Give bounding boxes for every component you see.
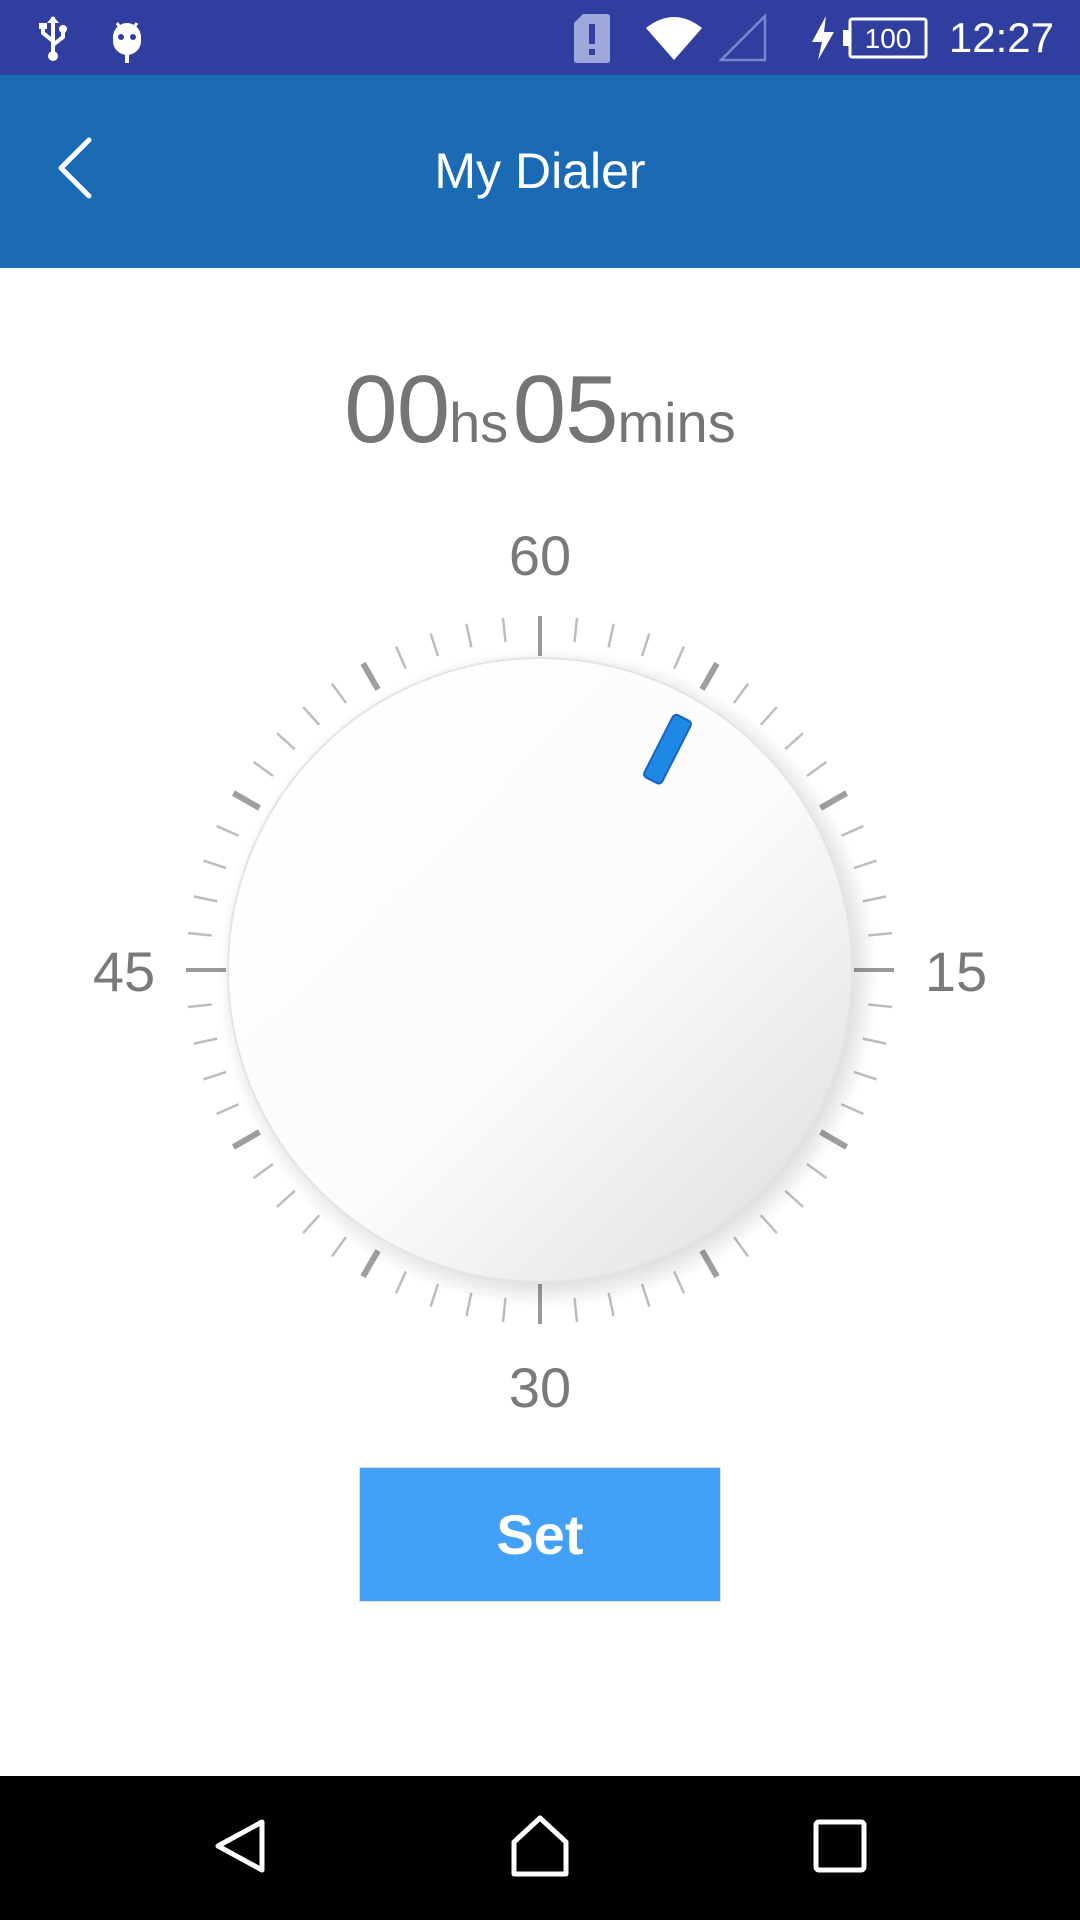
home-icon [508, 1814, 572, 1883]
hours-value: 00 [344, 356, 450, 463]
minutes-unit: mins [617, 391, 736, 454]
battery-level: 100 [865, 23, 912, 54]
dial-tick [640, 632, 651, 657]
dial-tick [187, 1003, 212, 1009]
dial-tick [840, 824, 864, 837]
dial-tick [330, 1236, 348, 1258]
chevron-left-icon [55, 136, 95, 205]
dial-tick [573, 617, 579, 642]
status-time: 12:27 [948, 14, 1054, 61]
dial-tick [394, 1270, 407, 1294]
dial-tick [216, 824, 240, 837]
charging-icon [808, 0, 838, 75]
set-button[interactable]: Set [359, 1467, 721, 1602]
hours-unit: hs [449, 391, 509, 454]
app-bar: My Dialer [0, 75, 1080, 268]
time-readout: 00hs 05mins [0, 355, 1080, 465]
dial-label-15: 15 [924, 940, 988, 1003]
navigation-bar [0, 1776, 1080, 1920]
dial-tick [732, 682, 750, 704]
dial-tick [252, 760, 274, 778]
nav-recents-button[interactable] [790, 1798, 890, 1898]
dial-tick [607, 623, 615, 648]
dial-tick [302, 1214, 321, 1234]
sim-alert-icon [572, 0, 612, 75]
dial-tick [759, 706, 778, 726]
dial-tick [276, 1189, 296, 1208]
dial-tick [187, 931, 212, 937]
dial-tick [784, 732, 804, 751]
dial-tick [193, 1037, 218, 1045]
nav-home-button[interactable] [490, 1798, 590, 1898]
dial-tick [806, 760, 828, 778]
dial-tick [429, 632, 440, 657]
recents-square-icon [812, 1818, 868, 1879]
dial-graphic [186, 616, 894, 1324]
dial-knob[interactable] [227, 657, 853, 1283]
page-title: My Dialer [434, 143, 646, 199]
dial-tick [465, 623, 473, 648]
dial-tick [202, 859, 227, 870]
dial-label-30: 30 [508, 1356, 572, 1419]
dial-tick [360, 661, 381, 691]
minutes-value: 05 [512, 356, 619, 463]
battery-icon: 100 [842, 0, 928, 75]
dial-tick [276, 732, 296, 751]
dial-tick [302, 706, 321, 726]
back-button[interactable] [30, 125, 120, 215]
back-triangle-icon [210, 1816, 270, 1881]
dial-label-60: 60 [508, 524, 572, 587]
signal-icon [718, 0, 768, 75]
status-bar: 100 12:27 [0, 0, 1080, 75]
dial-tick [231, 790, 261, 811]
dial-tick [699, 661, 720, 691]
dial-label-45: 45 [92, 940, 156, 1003]
dial-tick [202, 1070, 227, 1081]
dial-tick [193, 895, 218, 903]
dial: 60 15 30 45 [0, 500, 1080, 1420]
dial-tick [252, 1162, 274, 1180]
dial-tick [501, 617, 507, 642]
dial-tick [673, 646, 686, 670]
dial-indicator[interactable] [643, 713, 693, 785]
nav-back-button[interactable] [190, 1798, 290, 1898]
dial-tick [216, 1103, 240, 1116]
dial-tick [394, 646, 407, 670]
usb-icon [30, 0, 76, 75]
dial-tick [231, 1129, 261, 1150]
wifi-icon [644, 0, 704, 75]
android-debug-icon [104, 0, 150, 75]
dial-tick [330, 682, 348, 704]
